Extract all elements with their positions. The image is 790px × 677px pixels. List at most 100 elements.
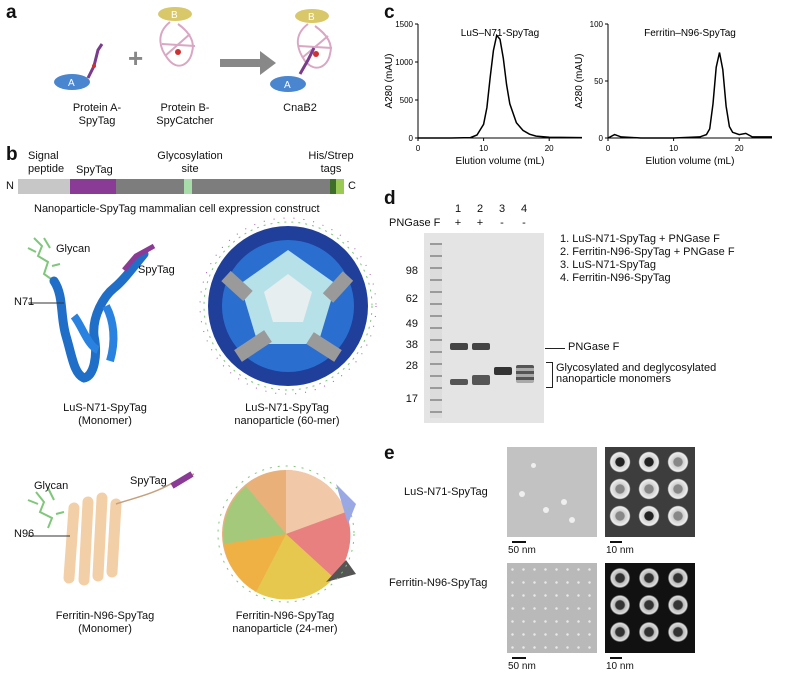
particle (569, 517, 575, 523)
gel-legend-2: 2. Ferritin-N96-SpyTag + PNGase F (560, 246, 735, 258)
cnab2-spytag (298, 47, 316, 75)
glycosylation-site-label: Glycosylation site (157, 150, 223, 175)
reaction-arrow (220, 51, 276, 75)
his-strep-label: His/Strep tags (308, 150, 354, 175)
x-tick-label: 0 (606, 144, 611, 153)
class-average (666, 504, 690, 528)
particle (519, 491, 525, 497)
class-average (666, 450, 690, 474)
lane-sign-1: + (454, 217, 462, 229)
panel-a-illustration: A + B B A (54, 7, 333, 92)
marker-17: 17 (405, 393, 418, 405)
particle (543, 507, 549, 513)
class-average (666, 477, 690, 501)
y-tick-label: 500 (400, 96, 414, 105)
x-axis-label: Elution volume (mL) (646, 156, 735, 167)
his-tag-segment (330, 179, 336, 194)
x-tick-label: 20 (545, 144, 554, 153)
y-tick-label: 0 (599, 134, 604, 143)
lane3-monomer-band (494, 367, 512, 375)
lus-2d-class-averages (605, 447, 695, 537)
ladder-lane (430, 243, 442, 418)
ferritin-monomer-structure (27, 471, 195, 586)
class-average (666, 566, 690, 590)
c-terminus: C (348, 180, 356, 192)
ferritin-np-seg5 (223, 486, 286, 544)
marker-49: 49 (405, 318, 418, 330)
lus-spytag (122, 243, 156, 272)
class-average (637, 477, 661, 501)
ferritin-np-seg4 (224, 534, 286, 592)
chart-title: Ferritin–N96-SpyTag (644, 28, 736, 39)
class-average (608, 620, 632, 644)
lane-number-4: 4 (520, 203, 528, 215)
pngase-row-label: PNGase F (389, 217, 441, 229)
lus-monomer-caption: LuS-N71-SpyTag (Monomer) (63, 402, 147, 427)
ferritin-np-seg7 (326, 560, 356, 582)
scale-label-1: 50 nm (508, 545, 536, 556)
panel-letter-c: c (384, 2, 395, 23)
x-tick-label: 10 (479, 144, 488, 153)
ferritin-monomer-caption: Ferritin-N96-SpyTag (Monomer) (55, 610, 155, 635)
spytag-label-1: SpyTag (138, 264, 175, 276)
monomer-bracket (546, 362, 553, 388)
marker-62: 62 (405, 293, 418, 305)
ferritin-spytag (170, 471, 194, 489)
pngase-band-label: PNGase F (568, 341, 620, 353)
gel-legend-4: 4. Ferritin-N96-SpyTag (560, 272, 671, 284)
spycatcher-ribbon (159, 21, 196, 67)
n96-label: N96 (14, 528, 35, 540)
elution-trace (418, 33, 583, 139)
scaffold-segment-1 (116, 179, 184, 194)
lane1-pngase-band (450, 343, 468, 350)
scale-label-4: 10 nm (606, 661, 634, 672)
lane2-pngase-band (472, 343, 490, 350)
x-tick-label: 0 (416, 144, 421, 153)
protein-a-label: Protein A- SpyTag (72, 102, 122, 127)
y-tick-label: 1000 (395, 58, 413, 67)
gel-legend-3: 3. LuS-N71-SpyTag (560, 259, 656, 271)
class-average (608, 450, 632, 474)
spytag-construct-label: SpyTag (76, 164, 113, 176)
spytag-label-2: SpyTag (130, 475, 167, 487)
lane4-monomer-bands (516, 365, 534, 383)
strep-tag-segment (336, 179, 344, 194)
ferritin-helices (63, 492, 122, 586)
ferritin-2d-class-averages (605, 563, 695, 653)
cnab2-b-shape (295, 9, 329, 23)
lane2-monomer-band (472, 375, 490, 385)
class-average (666, 593, 690, 617)
protein-a-shape (54, 74, 90, 90)
marker-98: 98 (405, 265, 418, 277)
particle (561, 499, 567, 505)
monomer-band-label: Glycosylated and deglycosylated nanopart… (556, 362, 717, 385)
ferritin-glycan-branches (27, 487, 65, 515)
cnab2-a-letter: A (284, 80, 291, 91)
spycatcher-residue (175, 49, 181, 55)
elution-trace (607, 52, 772, 139)
scale-bar-2 (610, 541, 622, 543)
marker-28: 28 (405, 360, 418, 372)
panel-letter-a: a (6, 2, 17, 23)
scale-label-2: 10 nm (606, 545, 634, 556)
scaffold-segment-2 (192, 179, 330, 194)
protein-b-shape (158, 7, 192, 21)
protein-b-label: Protein B- SpyCatcher (156, 102, 214, 127)
sec-chart-ferritin: 0 10 20 0 50 100 Ferritin–N96-SpyTag Elution vo… (574, 20, 772, 167)
ferritin-np-seg6 (336, 484, 356, 524)
lus-glycan (33, 237, 55, 282)
spytag-segment (70, 179, 116, 194)
ferritin-np-caption: Ferritin-N96-SpyTag nanoparticle (24-mer… (232, 610, 338, 635)
plus-sign: + (128, 43, 143, 73)
signal-peptide-segment (18, 179, 70, 194)
x-axis-label: Elution volume (mL) (456, 156, 545, 167)
cnab2-a-shape (270, 76, 306, 92)
class-average (608, 593, 632, 617)
ferritin-np-seg1 (286, 470, 346, 534)
class-average (637, 566, 661, 590)
pngase-band-pointer (545, 348, 565, 349)
particle-field (507, 563, 597, 653)
n71-label: N71 (14, 296, 35, 308)
chart-title: LuS–N71-SpyTag (461, 28, 539, 39)
